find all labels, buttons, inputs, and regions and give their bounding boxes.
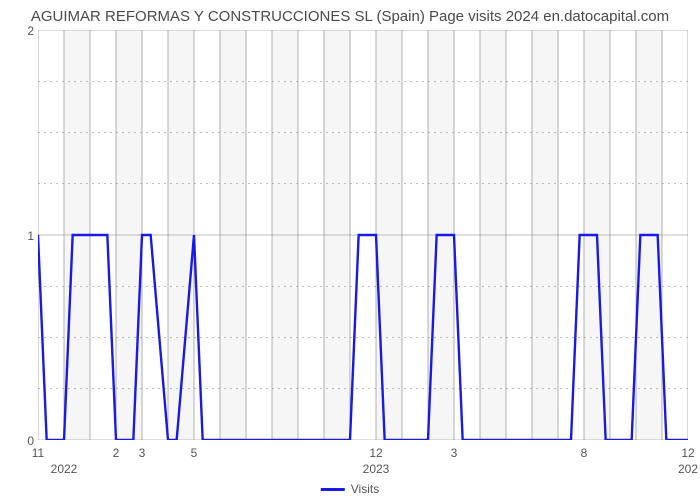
line-chart-svg [38,30,688,440]
x-tick-label: 5 [191,446,198,460]
x-year-label: 2022 [51,462,78,476]
plot-area [38,30,688,440]
x-tick-label: 8 [581,446,588,460]
y-tick-label: 1 [4,229,34,243]
y-tick-label: 0 [4,434,34,448]
x-tick-label: 3 [451,446,458,460]
x-tick-label: 12 [681,446,694,460]
chart-container: AGUIMAR REFORMAS Y CONSTRUCCIONES SL (Sp… [0,0,700,500]
chart-title: AGUIMAR REFORMAS Y CONSTRUCCIONES SL (Sp… [0,0,700,25]
legend-swatch [321,488,345,491]
x-tick-label: 11 [32,446,44,460]
legend: Visits [321,482,379,496]
x-tick-label: 2 [113,446,120,460]
x-year-label: 2023 [363,462,390,476]
x-tick-label: 3 [139,446,146,460]
y-tick-label: 2 [4,24,34,38]
legend-label: Visits [351,482,379,496]
x-tick-label: 12 [369,446,382,460]
x-year-label: 202 [678,462,698,476]
